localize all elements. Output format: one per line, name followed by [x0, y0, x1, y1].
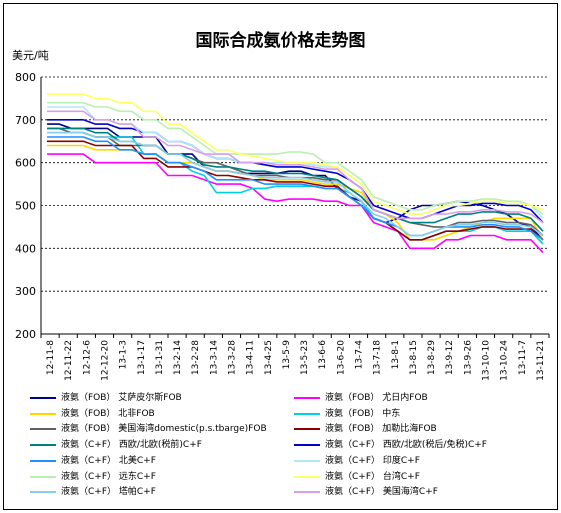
series-line-8	[47, 136, 544, 241]
x-tick-label: 13-4-25	[264, 340, 274, 375]
legend-label: 液氨（C+F） 美国海湾C+F	[325, 487, 438, 498]
x-tick-label: 13-7-18	[373, 340, 383, 375]
legend-swatch	[294, 412, 320, 415]
legend-swatch	[30, 444, 56, 447]
legend-label: 液氨（C+F） 远东C+F	[61, 471, 156, 482]
x-tick-label: 13-8-29	[427, 340, 437, 375]
series-line-11	[47, 93, 544, 215]
legend-label: 液氨（C+F） 台湾C+F	[325, 471, 420, 482]
x-tick-label: 12-12-20	[101, 340, 111, 381]
legend-swatch	[294, 475, 320, 478]
y-tick-label: 600	[15, 157, 36, 170]
x-tick-label: 13-1-3	[119, 340, 129, 369]
series-line-1	[47, 153, 544, 254]
y-tick-label: 500	[15, 200, 36, 213]
x-tick-label: 13-3-14	[209, 340, 219, 375]
legend-label: 液氨（C+F） 北美C+F	[61, 455, 156, 466]
series-line-10	[47, 101, 544, 215]
legend-label: 液氨（FOB） 北非FOB	[61, 408, 155, 419]
x-tick-label: 13-2-14	[173, 340, 183, 375]
legend-swatch	[30, 491, 56, 494]
legend-label: 液氨（FOB） 艾萨皮尔斯FOB	[61, 393, 182, 403]
x-tick-label: 12-11-8	[46, 340, 56, 375]
legend-swatch	[30, 412, 56, 415]
legend-label: 液氨（C+F） 西欧/北欧(税前)C+F	[61, 440, 202, 451]
chart-title: 国际合成氨价格走势图	[195, 31, 366, 51]
x-tick-label: 13-6-6	[318, 340, 328, 370]
legend-label: 液氨（FOB） 中东	[325, 408, 401, 419]
x-tick-label: 13-8-15	[409, 340, 419, 375]
x-tick-label: 13-10-24	[500, 340, 510, 381]
legend-label: 液氨（C+F） 印度C+F	[325, 455, 420, 466]
x-tick-label: 12-12-6	[82, 340, 92, 375]
x-tick-label: 13-9-12	[445, 340, 455, 375]
x-tick-label: 13-11-7	[518, 340, 528, 375]
x-tick-label: 13-4-11	[246, 340, 256, 375]
y-tick-label: 200	[15, 328, 36, 341]
x-tick-label: 12-11-22	[64, 340, 74, 381]
x-tick-label: 13-1-31	[155, 340, 165, 375]
legend-swatch	[30, 428, 56, 431]
y-tick-label: 400	[15, 242, 36, 255]
legend-label: 液氨（C+F） 塔帕C+F	[61, 487, 156, 498]
legend-swatch	[30, 459, 56, 462]
legend-label: 液氨（FOB） 尤日内FOB	[325, 393, 428, 403]
x-tick-label: 13-5-9	[282, 340, 292, 370]
legend-label: 液氨（C+F） 西欧/北欧(税后/免税)C+F	[325, 440, 487, 451]
legend-swatch	[30, 475, 56, 478]
legend-label: 液氨（FOB） 加勒比海FOB	[325, 424, 437, 435]
x-tick-label: 13-11-21	[536, 340, 546, 381]
x-tick-label: 13-7-4	[355, 340, 365, 370]
x-tick-label: 13-10-10	[482, 340, 492, 381]
y-tick-label: 800	[15, 71, 36, 84]
x-tick-label: 13-6-20	[336, 340, 346, 375]
x-tick-label: 13-1-17	[137, 340, 147, 375]
x-tick-label: 13-9-26	[463, 340, 473, 375]
y-tick-label: 700	[15, 114, 36, 127]
series-line-2	[47, 144, 544, 241]
legend-swatch	[294, 491, 320, 494]
legend-swatch	[30, 397, 56, 399]
x-tick-label: 13-8-1	[391, 340, 401, 369]
legend-swatch	[294, 459, 320, 462]
chart-frame	[3, 3, 558, 510]
x-tick-label: 13-2-28	[191, 340, 201, 375]
series-line-13	[47, 110, 544, 224]
series-line-12	[47, 131, 544, 237]
legend-swatch	[294, 397, 320, 399]
x-tick-label: 13-3-28	[228, 340, 238, 375]
legend-swatch	[294, 428, 320, 431]
legend-swatch	[294, 444, 320, 447]
y-tick-label: 300	[15, 285, 36, 298]
x-tick-label: 13-5-23	[300, 340, 310, 375]
legend-label: 液氨（FOB） 美国海湾domestic(p.s.tbarge)FOB	[61, 424, 267, 435]
y-axis-unit-label: 美元/吨	[12, 49, 49, 62]
series-line-5	[47, 140, 544, 241]
